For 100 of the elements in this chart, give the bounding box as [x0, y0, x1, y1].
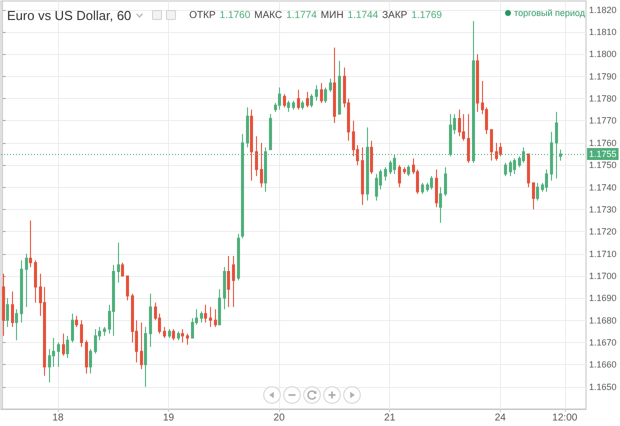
x-tick-label: 18 [52, 412, 64, 424]
candlestick [144, 326, 148, 388]
candlestick [310, 94, 314, 108]
candlestick [250, 109, 254, 182]
candlestick [332, 47, 336, 124]
candlestick [462, 114, 466, 142]
candlestick [6, 298, 10, 328]
x-tick-label: 24 [494, 412, 506, 424]
candlestick [526, 154, 530, 188]
candlestick [246, 106, 250, 148]
candlestick [172, 328, 176, 341]
candlestick [176, 330, 180, 341]
x-tick-label: 12:00 [552, 412, 578, 424]
candlestick [434, 169, 438, 208]
candlestick [84, 340, 88, 374]
candlestick [112, 264, 116, 336]
candlestick [494, 142, 498, 162]
candlestick [398, 164, 402, 188]
candlestick [116, 242, 120, 284]
candlestick [306, 91, 310, 108]
candlestick [374, 173, 378, 202]
candlestick [14, 308, 18, 341]
y-tick-label: 1.1790 [589, 71, 617, 82]
y-tick-label: 1.1670 [589, 337, 617, 348]
candlestick [20, 260, 24, 324]
text: Euro vs US Dollar, 60 [7, 8, 132, 22]
y-tick-label: 1.1820 [589, 4, 617, 15]
candlestick [66, 335, 70, 358]
candlestick [168, 328, 172, 339]
candlestick [282, 94, 286, 108]
candlestick [200, 310, 204, 324]
candlestick [328, 78, 332, 92]
candlestick [512, 158, 516, 174]
y-tick-label: 1.1660 [589, 360, 617, 370]
candlestick [218, 288, 222, 326]
candlestick [34, 260, 38, 304]
candlestick [384, 166, 388, 182]
candlestick [232, 256, 236, 308]
candlestick [498, 142, 502, 157]
candlestick [62, 333, 66, 356]
text: ОТКР 1.1760 МАКС 1.1774 МИН 1.1744 ЗАКР 1.1769 [189, 10, 442, 20]
candlestick [438, 186, 442, 224]
y-tick-label: 1.1810 [589, 27, 617, 38]
candlestick [278, 86, 282, 110]
candlestick [508, 160, 512, 177]
ref-line-label: 1.1755 [589, 149, 617, 159]
candlestick [204, 304, 208, 324]
y-tick-label: 1.1800 [589, 49, 617, 60]
y-tick-label: 1.1680 [589, 315, 617, 326]
y-tick-label: 1.1690 [589, 293, 617, 304]
y-tick-label: 1.1750 [589, 160, 617, 170]
candlestick [186, 333, 190, 346]
candlestick [324, 86, 328, 104]
y-tick-label: 1.1720 [589, 226, 617, 237]
candlestick [466, 114, 470, 164]
candlestick [338, 60, 342, 115]
candlestick [120, 262, 124, 276]
candlestick [180, 328, 184, 343]
y-tick-label: 1.1760 [589, 138, 617, 148]
candlestick [214, 308, 218, 328]
x-tick-label: 21 [384, 412, 396, 424]
candlestick [268, 114, 272, 150]
candlestick [28, 220, 32, 268]
candlestick [80, 320, 84, 348]
candlestick [430, 176, 434, 190]
x-tick-label: 19 [162, 412, 175, 424]
candlestick [56, 342, 60, 368]
candlestick [444, 166, 448, 197]
candlestick [208, 306, 212, 328]
candlestick [74, 315, 78, 328]
candlestick [126, 275, 130, 301]
candlestick [70, 313, 74, 343]
candlestick [226, 256, 230, 308]
candlestick [286, 100, 290, 112]
x-tick-label: 20 [274, 412, 286, 424]
candlestick [360, 146, 364, 206]
y-tick-label: 1.1710 [589, 248, 617, 259]
candlestick [300, 100, 304, 110]
candlestick [406, 164, 410, 177]
candlestick [402, 166, 406, 174]
candlestick [140, 322, 144, 370]
candlestick [314, 84, 318, 102]
y-tick-label: 1.1740 [589, 182, 617, 192]
y-tick-label: 1.1730 [589, 204, 617, 214]
candlestick [292, 100, 296, 110]
candlestick [254, 136, 258, 177]
y-tick-label: 1.1780 [589, 94, 617, 104]
candlestick [490, 129, 494, 162]
y-tick-label: 1.1770 [589, 116, 617, 126]
candlestick [536, 182, 540, 202]
candlestick [458, 109, 462, 137]
candlestick [10, 290, 14, 328]
candlestick [320, 82, 324, 104]
candlestick [102, 326, 106, 336]
candlestick [370, 140, 374, 174]
y-tick-label: 1.1650 [589, 382, 617, 392]
candlestick [148, 293, 152, 348]
candlestick [94, 328, 98, 354]
candlestick [296, 89, 300, 110]
candlestick [24, 253, 28, 308]
